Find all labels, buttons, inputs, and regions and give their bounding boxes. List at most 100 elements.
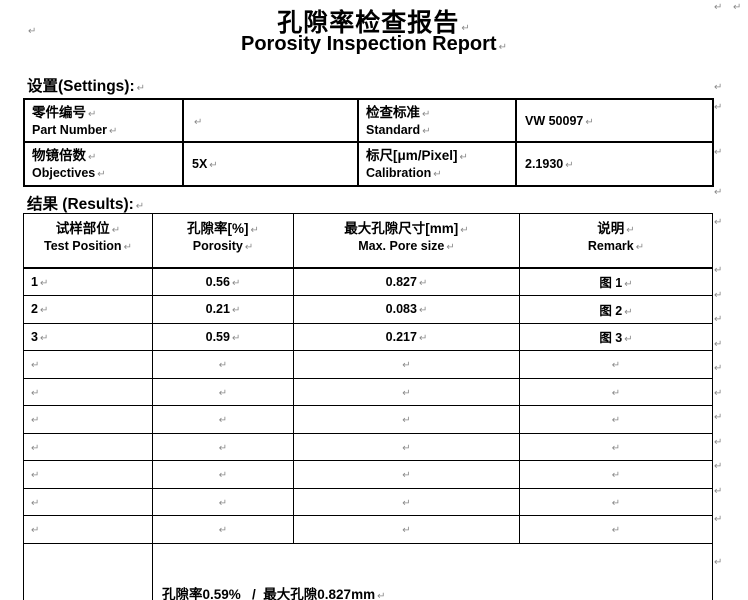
paragraph-mark: ↵ (218, 360, 228, 372)
empty-cell: ↵ (152, 377, 294, 406)
paragraph-mark: ↵ (461, 23, 471, 34)
settings-heading-text: 设置(Settings): (27, 78, 135, 95)
paragraph-mark: ↵ (250, 225, 259, 236)
empty-cell: ↵ (23, 350, 153, 379)
header-porosity: 孔隙率[%] ↵ Porosity ↵ (152, 213, 294, 269)
end-of-row-mark: ↵ (714, 2, 723, 13)
paragraph-mark: ↵ (418, 277, 428, 289)
settings-value-standard: VW 50097 ↵ (515, 98, 714, 143)
paragraph-mark: ↵ (433, 169, 442, 180)
paragraph-mark: ↵ (422, 109, 431, 120)
paragraph-mark: ↵ (498, 42, 507, 53)
paragraph-mark: ↵ (624, 306, 633, 318)
end-of-row-mark: ↵ (714, 187, 723, 198)
cell-max-pore: 0.083 ↵ (293, 295, 520, 324)
report-title-en: Porosity Inspection Report ↵ (0, 33, 748, 56)
settings-value-calibration: 2.1930 ↵ (515, 141, 714, 187)
paragraph-mark: ↵ (31, 415, 40, 427)
cell-text: 2 (31, 302, 38, 317)
paragraph-mark: ↵ (611, 387, 621, 399)
paragraph-mark: ↵ (402, 497, 411, 509)
paragraph-mark: ↵ (88, 152, 97, 163)
paragraph-mark: ↵ (136, 83, 146, 94)
paragraph-mark: ↵ (31, 442, 40, 454)
header-max-pore-size: 最大孔隙尺寸[mm] ↵ Max. Pore size ↵ (293, 213, 520, 269)
paragraph-mark: ↵ (109, 126, 118, 137)
empty-table-row: ↵ ↵ ↵ ↵ (23, 515, 713, 544)
paragraph-mark: ↵ (402, 415, 411, 427)
paragraph-mark: ↵ (611, 470, 621, 482)
paragraph-mark: ↵ (31, 497, 40, 509)
end-of-row-mark: ↵ (714, 339, 723, 350)
paragraph-mark: ↵ (611, 497, 621, 509)
header-zh: 试样部位 (55, 221, 110, 236)
empty-cell: ↵ (152, 405, 294, 434)
paragraph-mark: ↵ (402, 525, 411, 537)
paragraph-mark: ↵ (624, 334, 633, 346)
empty-cell: ↵ (152, 460, 294, 489)
empty-table-row: ↵ ↵ ↵ ↵ (23, 377, 713, 406)
paragraph-mark: ↵ (135, 201, 145, 212)
overall-results-row: 综合结果↵ Overall Results↵ 孔隙率0.59% / 最大孔隙0.… (23, 542, 713, 600)
paragraph-mark: ↵ (402, 470, 411, 482)
empty-cell: ↵ (23, 487, 153, 516)
paragraph-mark: ↵ (218, 470, 228, 482)
paragraph-mark: ↵ (31, 387, 40, 399)
report-title-zh-text: 孔隙率检查报告 (277, 10, 460, 37)
settings-label-part-number: 零件编号 ↵ Part Number ↵ (23, 98, 184, 143)
value-text: VW 50097 (525, 113, 584, 128)
paragraph-mark: ↵ (377, 590, 386, 600)
empty-cell: ↵ (23, 405, 153, 434)
empty-cell: ↵ (23, 432, 153, 461)
empty-cell: ↵ (519, 460, 713, 489)
paragraph-mark: ↵ (565, 160, 574, 171)
paragraph-mark: ↵ (218, 525, 228, 537)
end-of-row-mark: ↵ (714, 314, 723, 325)
overall-results-value: 孔隙率0.59% / 最大孔隙0.827mm↵ 满足VW50097-D5要求↵ (152, 542, 713, 600)
cell-text: 图 1 (599, 276, 623, 291)
paragraph-mark: ↵ (460, 225, 469, 236)
paragraph-mark: ↵ (39, 277, 49, 289)
empty-table-row: ↵ ↵ ↵ ↵ (23, 350, 713, 379)
empty-cell: ↵ (293, 432, 520, 461)
empty-cell: ↵ (293, 460, 520, 489)
header-remark: 说明 ↵ Remark ↵ (519, 213, 713, 269)
end-of-row-mark: ↵ (714, 412, 723, 423)
paragraph-mark: ↵ (402, 387, 411, 399)
paragraph-mark: ↵ (111, 225, 121, 236)
empty-cell: ↵ (23, 515, 153, 544)
end-of-row-mark: ↵ (714, 102, 723, 113)
label-en: Calibration (366, 166, 432, 180)
header-en: Remark (587, 239, 634, 253)
paragraph-mark: ↵ (446, 242, 455, 253)
label-zh: 检查标准 (366, 105, 420, 120)
paragraph-mark: ↵ (244, 242, 254, 253)
overall-results-label: 综合结果↵ Overall Results↵ (23, 542, 153, 600)
end-of-row-mark: ↵ (714, 486, 723, 497)
cell-text: 0.56 (205, 274, 230, 289)
settings-label-standard: 检查标准 ↵ Standard ↵ (357, 98, 517, 143)
paragraph-mark: ↵ (209, 160, 218, 171)
cell-text: 3 (31, 329, 38, 344)
empty-table-row: ↵ ↵ ↵ ↵ (23, 487, 713, 516)
value-text: 5X (192, 157, 208, 171)
empty-cell: ↵ (152, 487, 294, 516)
cell-text: 0.21 (205, 302, 230, 317)
cell-test-position: 2 ↵ (23, 295, 153, 324)
label-en: Objectives (32, 166, 96, 180)
paragraph-mark: ↵ (88, 109, 97, 120)
paragraph-mark: ↵ (218, 497, 228, 509)
paragraph-mark: ↵ (418, 305, 428, 317)
paragraph-mark: ↵ (611, 442, 621, 454)
empty-cell: ↵ (293, 487, 520, 516)
table-row: 3 ↵ 0.59 ↵ 0.217 ↵ 图 3 ↵ (23, 322, 713, 351)
cell-remark: 图 1 ↵ (519, 267, 713, 296)
settings-value-objectives: 5X ↵ (182, 141, 359, 187)
header-test-position: 试样部位 ↵ Test Position ↵ (23, 213, 153, 269)
header-en: Porosity (192, 239, 243, 253)
empty-cell: ↵ (519, 515, 713, 544)
empty-cell: ↵ (23, 377, 153, 406)
empty-cell: ↵ (519, 487, 713, 516)
empty-cell: ↵ (23, 460, 153, 489)
